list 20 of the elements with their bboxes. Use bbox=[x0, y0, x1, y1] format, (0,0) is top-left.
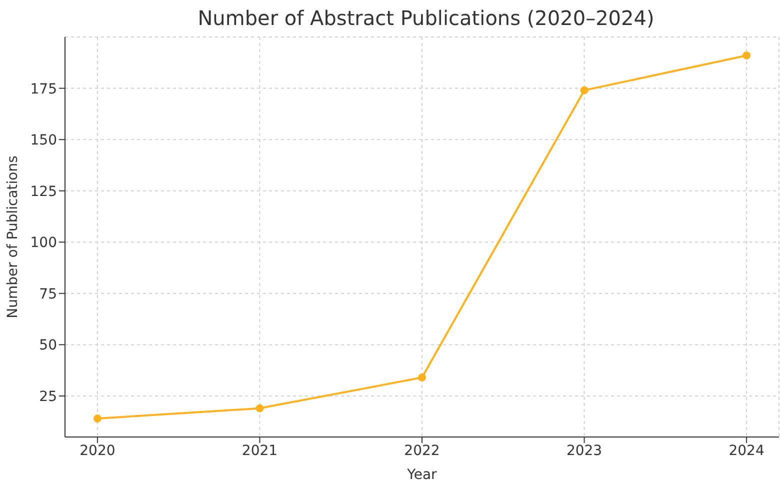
x-tick-label: 2023 bbox=[566, 442, 602, 459]
y-tick-label: 75 bbox=[39, 286, 57, 302]
x-tick-label: 2024 bbox=[728, 442, 764, 459]
x-tick-label: 2021 bbox=[242, 442, 278, 459]
point bbox=[418, 374, 426, 382]
x-tick-label: 2022 bbox=[404, 442, 440, 459]
point bbox=[580, 86, 588, 94]
point bbox=[256, 404, 264, 412]
y-axis-title: Number of Publications bbox=[4, 156, 21, 318]
y-tick-label: 50 bbox=[39, 338, 57, 354]
y-tick-label: 125 bbox=[30, 184, 57, 200]
y-tick-label: 175 bbox=[30, 81, 57, 98]
point bbox=[93, 414, 102, 423]
y-tick-label: 25 bbox=[39, 388, 57, 405]
chart-title: Number of Abstract Publications (2020–2024) bbox=[196, 6, 656, 30]
y-tick-label: 100 bbox=[30, 235, 57, 252]
y-tick-label: 150 bbox=[30, 132, 57, 149]
x-axis-title: Year bbox=[406, 467, 438, 483]
x-tick-label: 2020 bbox=[80, 442, 116, 459]
point bbox=[742, 51, 751, 60]
